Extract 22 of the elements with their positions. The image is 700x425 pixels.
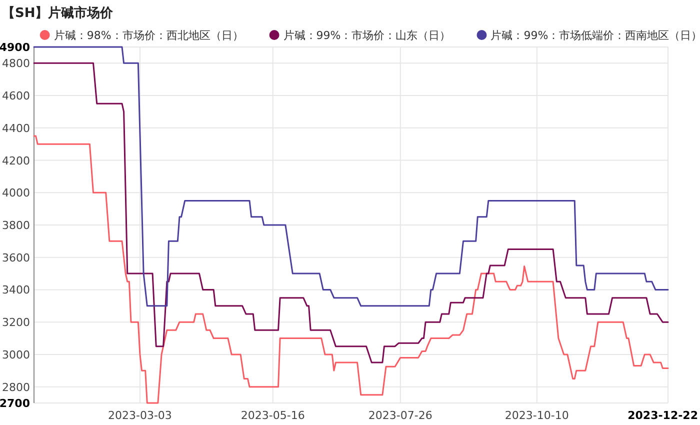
y-tick-label: 4400 [2,122,30,135]
legend-label: 片碱：99%：市场低端价：西南地区（日） [490,29,700,42]
title: 【SH】片碱市场价 [2,6,114,21]
x-tick-label: 2023-12-22 [628,409,698,422]
y-tick-label: 3600 [2,251,30,264]
y-tick-label: 3800 [2,219,30,232]
x-tick-label: 2023-03-03 [108,409,172,422]
y-tick-label: 3200 [2,316,30,330]
y-tick-label: 3400 [2,284,30,297]
x-tick-label: 2023-05-16 [240,409,305,422]
y-tick-label: 4600 [2,90,30,103]
y-tick-label: 3000 [2,348,30,362]
y-tick-label: 4000 [2,186,30,200]
y-tick-label: 4800 [2,57,30,70]
legend-label: 片碱：98%：市场价：西北地区（日） [54,29,244,42]
legend-label: 片碱：99%：市场价：山东（日） [283,29,451,42]
y-tick-label: 4900 [0,41,30,54]
x-tick-label: 2023-10-10 [504,409,569,422]
y-tick-label: 2700 [0,397,30,410]
y-tick-label: 4200 [2,154,30,168]
x-tick-label: 2023-07-26 [368,409,432,422]
y-tick-label: 2800 [2,380,30,394]
